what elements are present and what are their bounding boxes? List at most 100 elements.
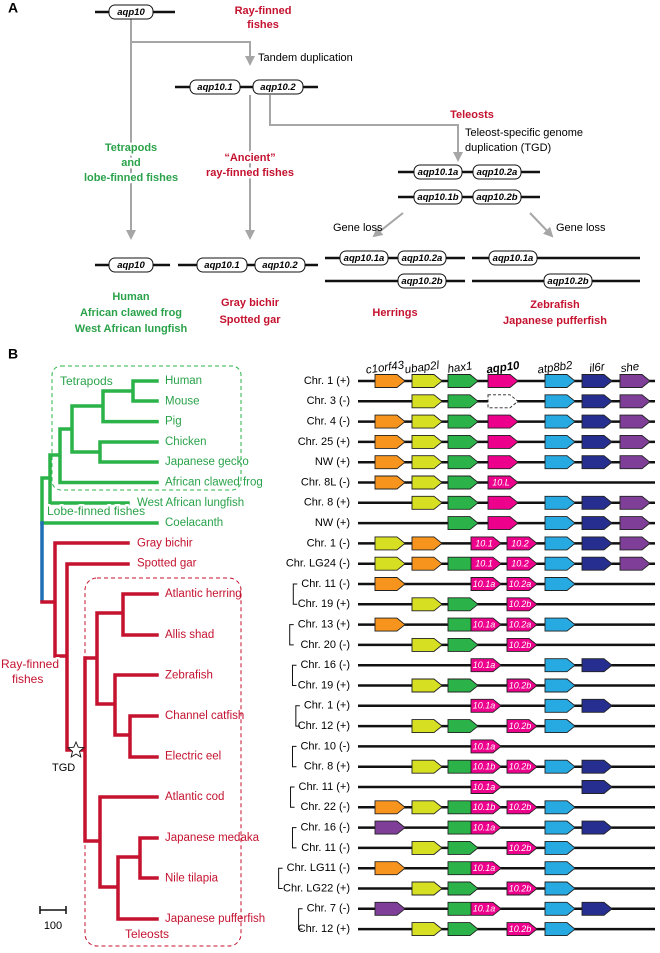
species-label: Channel catfish [165,710,244,722]
species: Zebrafish [530,299,580,311]
gene-header: she [620,361,640,375]
gene-label: 10.2b [509,721,532,731]
species: Human [112,291,150,303]
arrow [372,212,404,238]
chromosome-label: Chr. 8 (+) [304,761,350,773]
species-label: Gray bichir [137,537,193,549]
gene-arrow [544,800,576,815]
gene-name: aqp10 [117,7,145,18]
gene-label: 10.1a [473,904,496,914]
gene-arrow [544,759,576,774]
gene-label: 10.2b [509,802,532,812]
gene-arrow [506,637,538,652]
label: Teleosts [450,109,494,121]
chromosome-label: Chr. 7 (-) [307,903,350,915]
gene-arrow [447,394,479,409]
gene-name: aqp10.2b [401,276,442,287]
gene-arrow [470,861,502,876]
chromosome-label: Chr. 8 (+) [304,497,350,509]
gene-arrow [544,840,576,855]
gene-arrow [411,678,443,693]
gene-arrow [487,495,519,510]
chromosome-label: Chr. 3 (-) [307,395,350,407]
gene-arrow [544,556,576,571]
gene-arrow [374,556,406,571]
chromosome-label: Chr. 4 (-) [307,416,350,428]
gene-arrow [619,394,651,409]
tgd-star [67,740,85,758]
gene-arrow [506,597,538,612]
species-label: Human [165,375,202,387]
gene-label: 10.1a [473,822,496,832]
gene-arrow [447,455,479,470]
gene-arrow [411,434,443,449]
chromosome-label: Chr. 19 (+) [298,679,350,691]
gene-label: 10.1a [473,660,496,670]
gene-arrow [544,901,576,916]
species: Gray bichir [221,297,280,309]
gene-arrow [581,434,613,449]
gene-arrow [619,434,651,449]
chromosome-label: Chr. 16 (-) [300,822,350,834]
species: Spotted gar [219,314,281,326]
species-label: Spotted gar [137,558,197,570]
label: Ray-finned [235,5,292,17]
gene-arrow [544,414,576,429]
gene-arrow [411,719,443,734]
species-label: Allis shad [165,629,214,641]
gene-name: aqp10.1a [418,167,459,178]
gene-arrow [506,536,538,551]
gene-box [413,189,463,205]
gene-arrow [447,475,479,490]
gene-arrow [506,617,538,632]
species-label: Chicken [165,436,207,448]
gene-arrow [470,658,502,673]
species-label: Atlantic cod [165,791,224,803]
gene-arrow [506,800,538,815]
gene-arrow [619,414,651,429]
clade-label: fishes [12,672,43,686]
pair-bracket [292,583,298,605]
gene-arrow [487,394,519,409]
gene-label: 10.L [492,477,510,487]
gene-arrow [470,820,502,835]
gene-arrow [470,698,502,713]
gene-arrow [544,922,576,937]
gene-label: 10.2b [509,680,532,690]
chromosome-label: Chr. 11 (-) [301,578,350,590]
chromosome-label: Chr. LG11 (-) [287,862,350,874]
chromosome-label: Chr. 12 (+) [298,720,350,732]
gene-arrow [581,901,613,916]
gene-label: 10.2b [509,924,532,934]
gene-arrow [374,414,406,429]
tree-ray-finned [40,541,159,921]
gene-name: aqp10.2 [260,82,296,93]
gene-box [339,250,389,266]
gene-name: aqp10.2a [402,253,443,264]
species-label: Japanese medaka [165,832,260,844]
gene-label: 10.1a [473,741,496,751]
gene-arrow [374,374,406,388]
label: Tandem duplication [258,52,353,64]
gene-arrow [447,881,479,896]
gene-label: 10.1 [475,559,493,569]
gene-arrow [506,678,538,693]
chromosome-label: Chr. 8L (-) [301,476,350,488]
gene-label: 10.2b [509,843,532,853]
species: African clawed frog [80,307,182,319]
gene-arrow [470,739,502,754]
gene-box [397,273,447,289]
gene-arrow [447,434,479,449]
gene-arrow [411,374,443,388]
gene-arrow [544,820,576,835]
gene-header: hax1 [447,360,473,375]
gene-header: c1orf43 [365,359,405,376]
tree-lobe-finned [40,379,159,525]
gene-header: il6r [589,361,607,375]
gene-arrow [374,800,406,815]
gene-arrow [487,414,519,429]
gene-name: aqp10.2 [262,260,298,271]
pair-bracket [291,664,297,686]
gene-arrow [506,577,538,591]
gene-label: 10.2a [509,579,532,589]
